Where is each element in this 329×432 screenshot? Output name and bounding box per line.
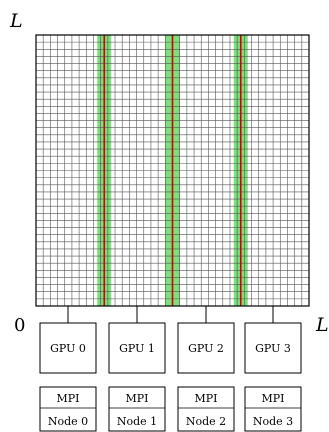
mpi-node-label-2: Node 2: [186, 415, 226, 428]
gpu-label-1: GPU 1: [119, 342, 155, 355]
x-axis-right-label: L: [315, 314, 329, 336]
mpi-node-label-0: Node 0: [48, 415, 88, 428]
gpu-box-2: [177, 322, 235, 374]
mpi-node-title-0: MPI: [56, 392, 79, 405]
gpu-box-0: [39, 322, 97, 374]
mpi-node-label-3: Node 3: [253, 415, 293, 428]
gpu-box-3: [244, 322, 302, 374]
gpu-box-1: [108, 322, 166, 374]
mpi-node-title-2: MPI: [194, 392, 217, 405]
mpi-node-box-1: [108, 386, 166, 432]
gpu-label-3: GPU 3: [255, 342, 291, 355]
hardware-boxes: GPU 0 GPU 1 GPU 2 GPU 3 MPI Node 0 MPI Node 1 MP…: [39, 306, 302, 432]
mpi-node-title-3: MPI: [261, 392, 284, 405]
gpu-label-0: GPU 0: [50, 342, 86, 355]
mpi-node-label-1: Node 1: [117, 415, 157, 428]
origin-label: 0: [14, 315, 25, 336]
mpi-node-box-3: [244, 386, 302, 432]
mpi-node-title-1: MPI: [125, 392, 148, 405]
lattice-grid: [35, 34, 310, 307]
mpi-node-box-2: [177, 386, 235, 432]
grid-border: [35, 34, 310, 307]
y-axis-top-label: L: [9, 10, 23, 32]
mpi-node-box-0: [39, 386, 97, 432]
gpu-label-2: GPU 2: [188, 342, 224, 355]
